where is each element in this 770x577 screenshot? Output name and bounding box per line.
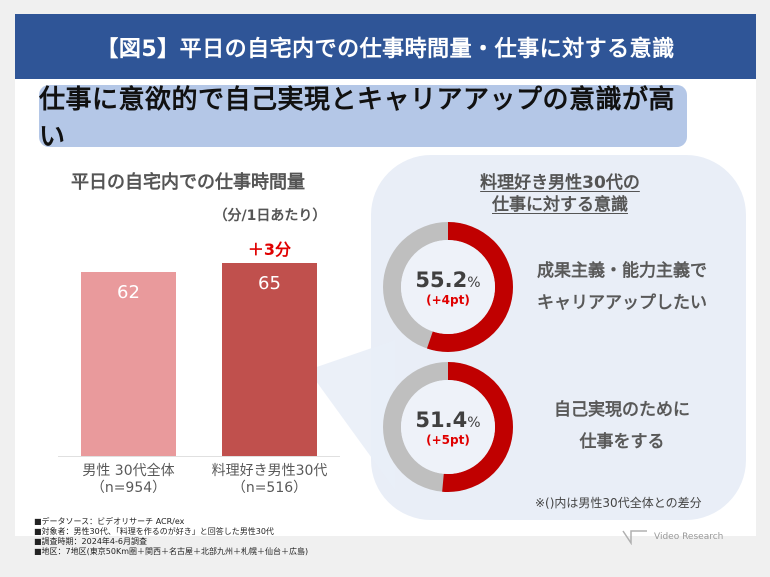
footnote-source: ■データソース：ビデオリサーチ ACR/ex: [34, 517, 185, 526]
donut-hole: [401, 380, 495, 474]
diff-note: ※()内は男性30代全体との差分: [535, 496, 702, 510]
footnote-period: ■調査時期：2024年4-6月調査: [34, 537, 147, 546]
panel-title-line: 料理好き男性30代の: [480, 173, 640, 193]
x-axis-line: [58, 456, 340, 457]
donut-diff: (+5pt): [426, 433, 470, 447]
diff-annotation: ＋3分: [247, 240, 292, 259]
donut-percent: 55.2%: [415, 268, 481, 292]
donut-chart-self-realization: [383, 362, 513, 492]
footnote-target: ■対象者：男性30代、「料理を作るのが好き」と回答した男性30代: [34, 527, 274, 536]
donut-item-label: 成果主義・能力主義で キャリアアップしたい: [537, 261, 707, 313]
category-label: 男性 30代全体 （n=954）: [64, 463, 194, 497]
headline-text: 仕事に意欲的で自己実現とキャリアアップの意識が高い: [39, 85, 676, 152]
video-research-logo-icon: [622, 530, 647, 545]
panel-title-line: 仕事に対する意識: [492, 195, 628, 215]
donut-value-arc: [383, 362, 513, 492]
donut-hole: [401, 240, 495, 334]
category-sample-size: （n=954）: [90, 480, 167, 496]
category-name: 男性 30代全体: [82, 463, 175, 479]
bar-value-label: 65: [258, 273, 281, 294]
bar-cooking-men-30s: [222, 263, 317, 456]
category-label: 料理好き男性30代 （n=516）: [205, 463, 335, 497]
donut-chart-career-up: [383, 222, 513, 352]
donut-center-label: 55.2% (+4pt): [403, 268, 493, 307]
bar-chart-title: 平日の自宅内での仕事時間量: [71, 172, 305, 193]
brand-name: Video Research: [654, 532, 724, 542]
figure-title-text: 【図5】平日の自宅内での仕事時間量・仕事に対する意識: [96, 36, 675, 62]
donut-percent: 51.4%: [415, 408, 481, 432]
footnote-area: ■地区：7地区(東京50Km圏＋関西＋名古屋＋北部九州＋札幌＋仙台＋広島): [34, 547, 309, 556]
category-sample-size: （n=516）: [231, 480, 308, 496]
donut-value-arc: [383, 222, 513, 352]
donut-center-label: 51.4% (+5pt): [403, 408, 493, 447]
bar-value-label: 62: [117, 281, 140, 303]
category-name: 料理好き男性30代: [211, 463, 328, 479]
brand-logo: Video Research: [622, 529, 723, 545]
donut-diff: (+4pt): [426, 293, 470, 307]
donut-item-label: 自己実現のために 仕事をする: [554, 400, 690, 452]
headline-banner: 仕事に意欲的で自己実現とキャリアアップの意識が高い: [39, 85, 687, 152]
bar-men-30s-all: [81, 271, 176, 456]
panel-title: 料理好き男性30代の 仕事に対する意識: [440, 172, 680, 216]
figure-title: 【図5】平日の自宅内での仕事時間量・仕事に対する意識: [15, 14, 756, 79]
bar-chart-unit: （分/1日あたり）: [213, 208, 327, 224]
footnotes: ■データソース：ビデオリサーチ ACR/ex ■対象者：男性30代、「料理を作る…: [34, 517, 308, 557]
